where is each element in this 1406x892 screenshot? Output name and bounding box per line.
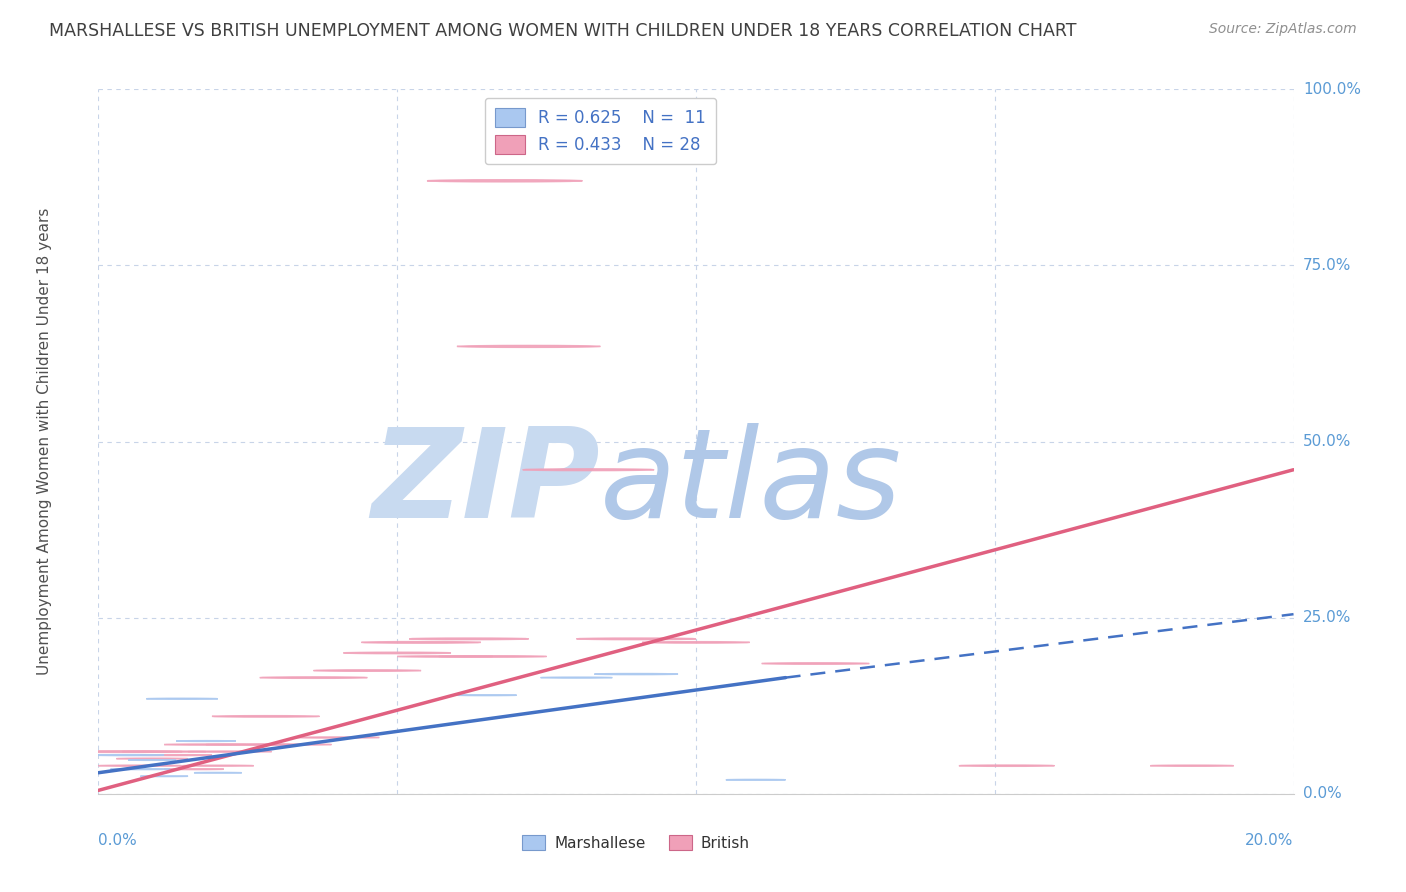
Text: MARSHALLESE VS BRITISH UNEMPLOYMENT AMONG WOMEN WITH CHILDREN UNDER 18 YEARS COR: MARSHALLESE VS BRITISH UNEMPLOYMENT AMON… — [49, 22, 1077, 40]
Ellipse shape — [643, 641, 749, 643]
Ellipse shape — [457, 345, 600, 347]
Ellipse shape — [207, 744, 290, 745]
Text: 20.0%: 20.0% — [1246, 832, 1294, 847]
Text: 75.0%: 75.0% — [1303, 258, 1351, 273]
Ellipse shape — [98, 765, 183, 766]
Ellipse shape — [295, 737, 380, 738]
Ellipse shape — [188, 751, 271, 752]
Ellipse shape — [93, 755, 165, 756]
Ellipse shape — [146, 698, 218, 699]
Ellipse shape — [959, 765, 1054, 766]
Ellipse shape — [439, 656, 547, 657]
Ellipse shape — [398, 656, 494, 657]
Legend: Marshallese, British: Marshallese, British — [516, 829, 756, 856]
Ellipse shape — [1150, 765, 1234, 766]
Ellipse shape — [314, 670, 422, 672]
Ellipse shape — [523, 469, 654, 471]
Text: 0.0%: 0.0% — [1303, 787, 1341, 801]
Ellipse shape — [409, 638, 529, 640]
Ellipse shape — [540, 677, 613, 678]
Ellipse shape — [427, 179, 582, 182]
Ellipse shape — [63, 751, 183, 753]
Text: Unemployment Among Women with Children Under 18 years: Unemployment Among Women with Children U… — [37, 208, 52, 675]
Ellipse shape — [247, 744, 332, 745]
Ellipse shape — [576, 638, 696, 640]
Text: 50.0%: 50.0% — [1303, 434, 1351, 449]
Text: 100.0%: 100.0% — [1303, 82, 1361, 96]
Text: Source: ZipAtlas.com: Source: ZipAtlas.com — [1209, 22, 1357, 37]
Ellipse shape — [212, 715, 319, 717]
Text: ZIP: ZIP — [371, 424, 600, 544]
Ellipse shape — [595, 673, 678, 674]
Ellipse shape — [343, 652, 451, 654]
Ellipse shape — [361, 641, 481, 643]
Text: 25.0%: 25.0% — [1303, 610, 1351, 625]
Ellipse shape — [762, 663, 869, 665]
Ellipse shape — [260, 677, 367, 678]
Ellipse shape — [141, 755, 212, 756]
Ellipse shape — [183, 765, 254, 766]
Ellipse shape — [165, 744, 247, 745]
Ellipse shape — [117, 758, 188, 759]
Ellipse shape — [122, 751, 207, 752]
Text: atlas: atlas — [600, 424, 903, 544]
Text: 0.0%: 0.0% — [98, 832, 138, 847]
